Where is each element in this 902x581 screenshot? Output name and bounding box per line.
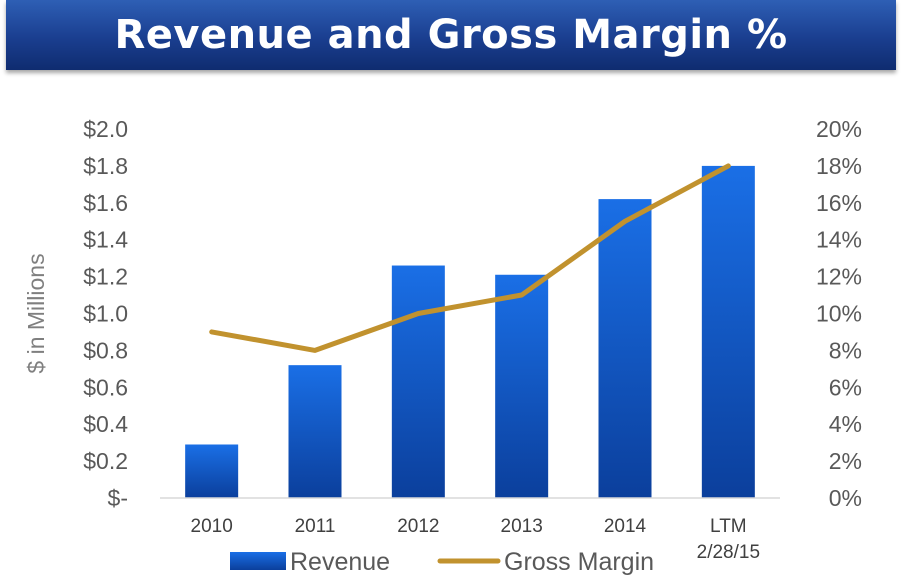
bar-revenue-1 bbox=[289, 365, 342, 498]
bar-revenue-2 bbox=[392, 266, 445, 498]
x-tick-label: 2011 bbox=[295, 516, 336, 537]
bar-revenue-4 bbox=[599, 199, 652, 498]
x-tick-label: LTM bbox=[710, 516, 747, 537]
x-tick-label: 2/28/15 bbox=[697, 542, 760, 563]
legend-label-revenue: Revenue bbox=[290, 548, 390, 576]
y-tick-label: $1.6 bbox=[83, 190, 128, 216]
x-tick-label: 2013 bbox=[501, 516, 543, 537]
bar-revenue-3 bbox=[495, 275, 548, 498]
x-tick-label: 2012 bbox=[397, 516, 439, 537]
y-tick-label: $1.8 bbox=[83, 153, 128, 179]
y2-tick-label: 16% bbox=[816, 190, 862, 216]
y-tick-label: $0.4 bbox=[83, 411, 128, 437]
x-tick-label: 2014 bbox=[604, 516, 647, 537]
y2-tick-label: 12% bbox=[816, 264, 862, 290]
y-tick-label: $0.2 bbox=[83, 448, 128, 474]
y-axis-label: $ in Millions bbox=[23, 253, 49, 373]
y2-tick-label: 4% bbox=[829, 411, 862, 437]
bar-revenue-0 bbox=[185, 444, 238, 498]
y2-tick-label: 8% bbox=[829, 337, 862, 363]
y2-tick-label: 18% bbox=[816, 153, 862, 179]
y2-tick-label: 20% bbox=[816, 116, 862, 142]
y-tick-label: $2.0 bbox=[83, 116, 128, 142]
y2-tick-label: 10% bbox=[816, 301, 862, 327]
y-tick-label: $0.6 bbox=[83, 374, 128, 400]
bar-revenue-5 bbox=[702, 166, 755, 498]
y-tick-label: $0.8 bbox=[83, 337, 128, 363]
y2-tick-label: 0% bbox=[829, 485, 862, 511]
y-tick-label: $1.2 bbox=[83, 264, 128, 290]
y-tick-label: $1.4 bbox=[83, 227, 128, 253]
y-tick-label: $- bbox=[108, 485, 128, 511]
y2-tick-label: 14% bbox=[816, 227, 862, 253]
legend-label-gross-margin: Gross Margin bbox=[504, 548, 654, 576]
x-tick-label: 2010 bbox=[191, 516, 233, 537]
y-tick-label: $1.0 bbox=[83, 301, 128, 327]
legend: Revenue Gross Margin bbox=[230, 548, 654, 576]
legend-swatch-revenue bbox=[230, 552, 286, 570]
y2-tick-label: 2% bbox=[829, 448, 862, 474]
y2-tick-label: 6% bbox=[829, 374, 862, 400]
